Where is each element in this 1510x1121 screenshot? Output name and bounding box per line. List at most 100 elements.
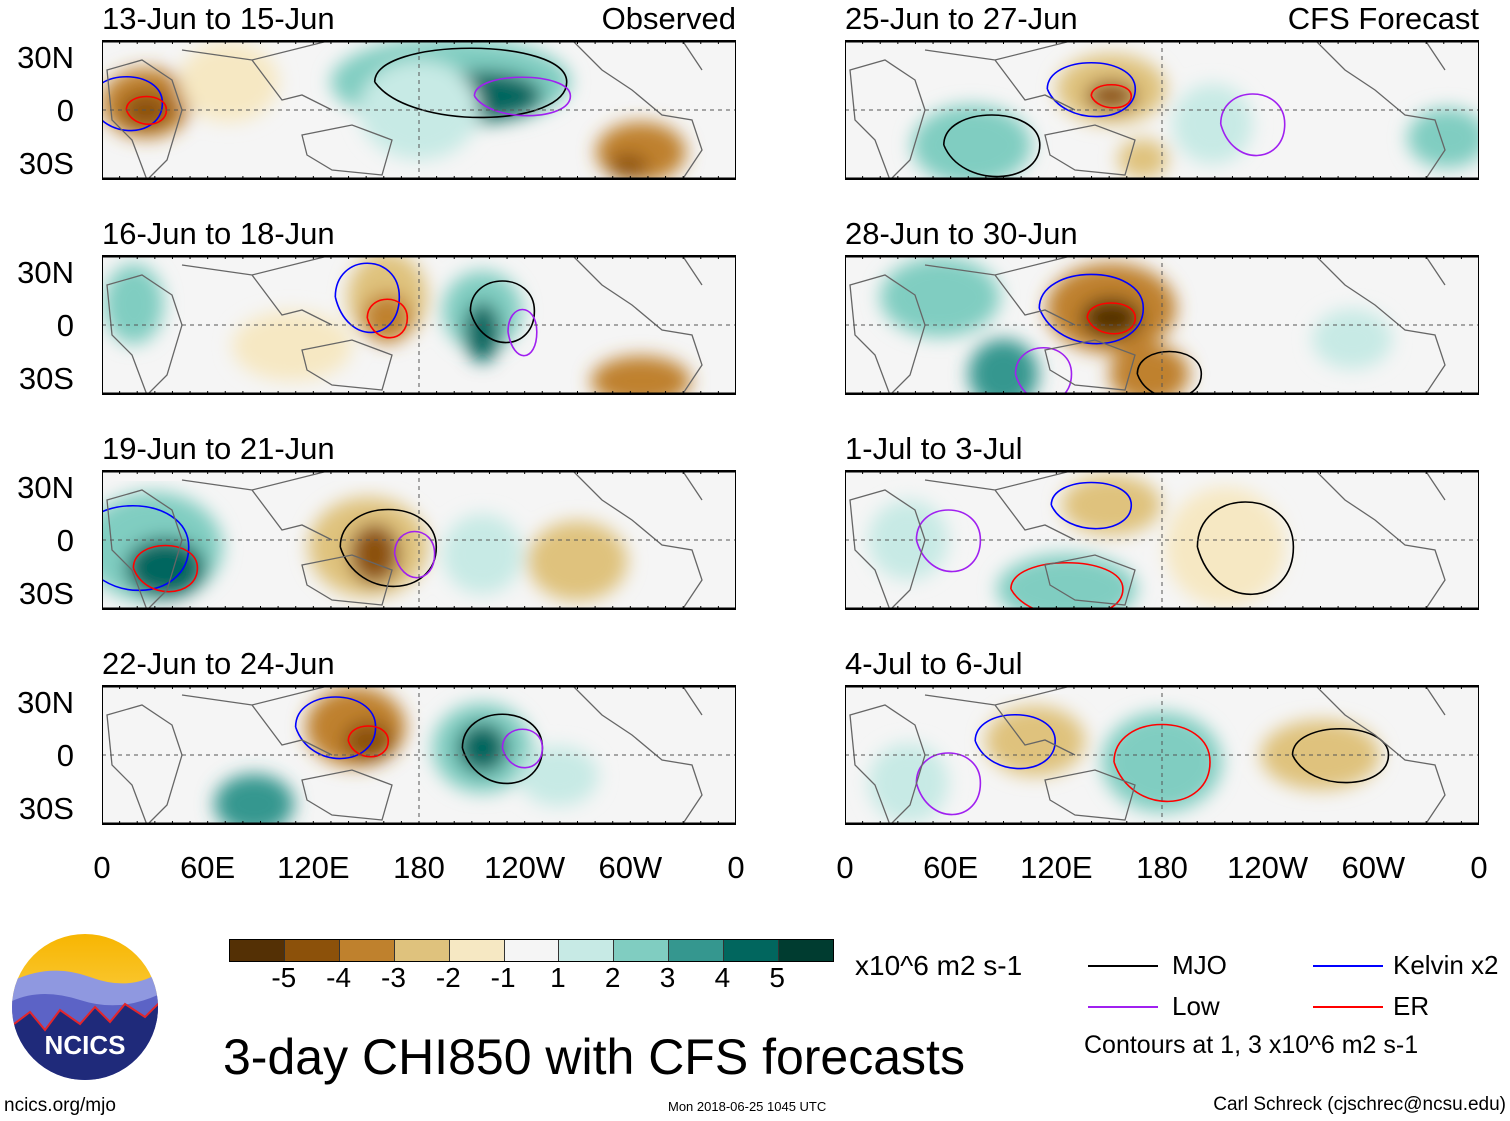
anomaly-blob (1061, 475, 1162, 535)
contour-line (347, 725, 390, 758)
coastline-australia (301, 769, 393, 821)
contour-line (1113, 723, 1211, 803)
colorbar-swatch (394, 940, 450, 961)
coastline-asia (924, 685, 1076, 756)
y-tick-label: 0 (56, 738, 74, 773)
map-panel (102, 255, 736, 395)
anomaly-blob (457, 723, 508, 773)
anomaly-blob (349, 524, 400, 584)
colorbar-label: -3 (381, 962, 406, 993)
panel-title: 13-Jun to 15-Jun (102, 1, 335, 36)
legend-line-kelvin (1313, 965, 1383, 967)
y-tick-label: 30N (17, 470, 74, 505)
ncics-logo: NCICS (12, 934, 158, 1080)
contour-line (507, 308, 538, 357)
contour-line (915, 752, 982, 816)
coastline-americas (1314, 40, 1446, 180)
contour-line (915, 509, 982, 573)
panel-title: 28-Jun to 30-Jun (845, 216, 1078, 251)
y-tick-label: 30N (17, 255, 74, 290)
coastline-australia (301, 554, 393, 606)
coastline-australia (301, 339, 393, 391)
y-tick-label: 0 (56, 308, 74, 343)
contour-line (974, 714, 1057, 770)
anomaly-blob (911, 105, 1032, 180)
x-tick-label: 120E (1020, 850, 1093, 885)
y-tick-label: 30N (17, 685, 74, 720)
y-tick-label: 30S (18, 361, 74, 396)
svg-text:NCICS: NCICS (45, 1030, 126, 1060)
anomaly-blob (985, 706, 1086, 776)
anomaly-blob (232, 311, 353, 381)
colorbar-label: 3 (659, 962, 676, 993)
colorbar-label: -2 (435, 962, 461, 993)
contour-line (339, 508, 438, 588)
y-tick-label: 30N (17, 40, 74, 75)
forecast-label: CFS Forecast (1287, 1, 1479, 36)
x-tick-label: 120E (277, 850, 350, 885)
contour-note: Contours at 1, 3 x10^6 m2 s-1 (1084, 1031, 1419, 1059)
colorbar-label: 1 (550, 962, 566, 993)
map-panel (845, 470, 1479, 610)
colorbar-swatch (449, 940, 505, 961)
colorbar-swatch (559, 940, 615, 961)
legend-low: Low (1172, 991, 1220, 1021)
coastline-africa (849, 59, 926, 180)
colorbar-swatch (339, 940, 395, 961)
map-panel (102, 470, 736, 610)
legend-line-er (1313, 1006, 1383, 1008)
contour-line (393, 530, 436, 579)
colorbar-label: -1 (490, 962, 516, 993)
anomaly-blob (608, 154, 649, 178)
coastline-africa (106, 704, 183, 825)
anomaly-blob (868, 743, 949, 823)
coastline-asia (924, 40, 1076, 111)
colorbar-swatch (230, 940, 285, 961)
anomaly-blob (1117, 139, 1168, 179)
contour-line (943, 114, 1041, 178)
y-tick-label: 30S (18, 791, 74, 826)
coastline-australia (1044, 124, 1136, 176)
colorbar-label: 4 (714, 962, 731, 993)
anomaly-blob (1312, 309, 1393, 369)
contour-line (1291, 728, 1390, 784)
anomaly-blob (1172, 84, 1253, 164)
contour-line (1046, 62, 1137, 118)
anomaly-blob (359, 60, 479, 160)
units-label: x10^6 m2 s-1 (855, 950, 1023, 981)
coastline-africa (106, 489, 183, 610)
legend-kelvin: Kelvin x2 (1393, 950, 1499, 980)
site-link[interactable]: ncics.org/mjo (4, 1095, 116, 1116)
anomaly-blob (214, 774, 295, 825)
anomaly-blob (362, 293, 413, 343)
coastline-americas (571, 40, 703, 180)
map-panel (845, 255, 1479, 395)
panel-title: 25-Jun to 27-Jun (845, 1, 1078, 36)
contour-line (469, 280, 536, 344)
anomaly-blob (880, 257, 1001, 337)
colorbar-label: -4 (326, 962, 352, 993)
colorbar-swatch (779, 940, 833, 961)
y-tick-label: 30S (18, 576, 74, 611)
anomaly-blob (590, 356, 691, 395)
coastline-americas (571, 470, 703, 610)
contour-line (1010, 561, 1124, 610)
contour-line (501, 728, 544, 769)
panel-title: 1-Jul to 3-Jul (845, 431, 1023, 466)
anomaly-blob (125, 538, 206, 598)
x-tick-label: 60W (598, 850, 663, 885)
panel-title: 4-Jul to 6-Jul (845, 646, 1023, 681)
panel-title: 16-Jun to 18-Jun (102, 216, 335, 251)
coastline-australia (1044, 554, 1136, 606)
x-tick-label: 120W (1227, 850, 1309, 885)
colorbar-swatch (614, 940, 670, 961)
y-tick-label: 0 (56, 93, 74, 128)
legend-mjo: MJO (1172, 950, 1227, 980)
contour-line (1090, 84, 1133, 109)
coastline-australia (1044, 769, 1136, 821)
contour-line (1196, 501, 1295, 595)
x-tick-label: 0 (836, 850, 854, 885)
contour-line (1086, 302, 1137, 335)
contour-line (1219, 93, 1286, 157)
